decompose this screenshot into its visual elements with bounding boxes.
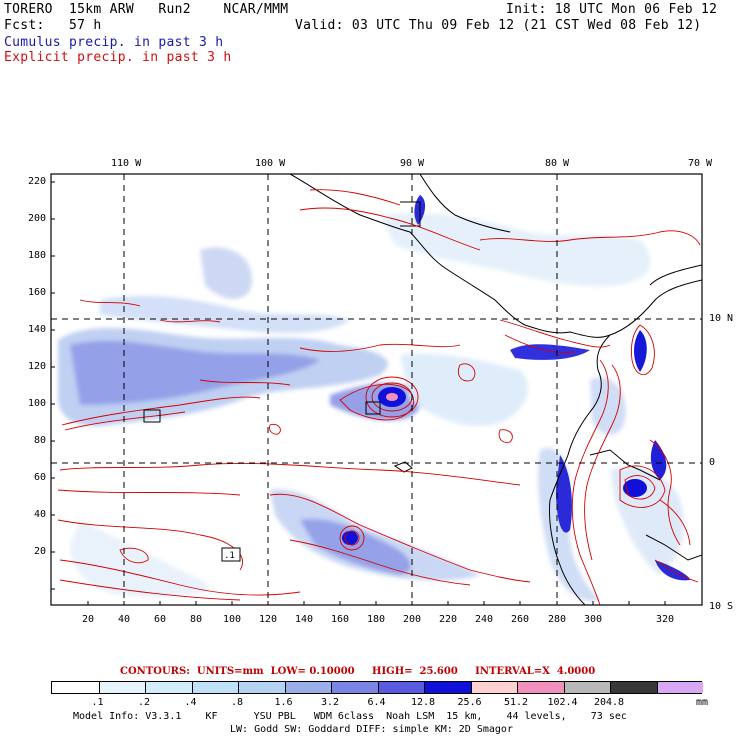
y-tick-label: 180: [28, 250, 47, 261]
run-title: TORERO 15km ARW Run2 NCAR/MMM: [4, 2, 289, 17]
precip-legend: [51, 681, 703, 694]
x-tick-label: 20: [82, 614, 95, 625]
lon-label: 110 W: [111, 158, 142, 169]
legend-swatch: [517, 682, 564, 693]
lat-label: 0: [709, 457, 716, 468]
x-tick-label: 60: [154, 614, 167, 625]
init-time: Init: 18 UTC Mon 06 Feb 12: [506, 2, 718, 17]
station-box: [365, 401, 381, 415]
legend-value: 1.6: [274, 697, 293, 708]
legend-value: .8: [230, 697, 244, 708]
lat-label: 10 N: [709, 313, 734, 324]
legend-value: .4: [184, 697, 197, 708]
y-tick-label: 200: [28, 213, 47, 224]
x-tick-label: 40: [118, 614, 131, 625]
legend-swatch: [52, 682, 99, 693]
lat-label: 10 S: [709, 601, 734, 612]
legend-swatch: [284, 682, 331, 693]
cumulus-precip-field: [58, 213, 684, 601]
physics-info: LW: Godd SW: Goddard DIFF: simple KM: 2D…: [230, 724, 513, 735]
y-tick-label: 160: [28, 287, 47, 298]
legend-value: 12.8: [410, 697, 436, 708]
legend-value: 204.8: [593, 697, 625, 708]
x-tick-label: 220: [439, 614, 458, 625]
y-tick-label: 60: [34, 472, 47, 483]
legend-swatch: [191, 682, 238, 693]
contour-info: CONTOURS: UNITS=mm LOW= 0.10000 HIGH= 25…: [120, 666, 596, 677]
x-tick-label: 240: [475, 614, 494, 625]
legend-value: 3.2: [320, 697, 340, 708]
lon-label: 90 W: [400, 158, 425, 169]
x-tick-label: 280: [548, 614, 567, 625]
axis-ticks: [51, 181, 666, 605]
legend-swatch: [377, 682, 424, 693]
y-tick-label: 80: [34, 435, 47, 446]
x-tick-label: 120: [259, 614, 278, 625]
explicit-precip-label: Explicit precip. in past 3 h: [4, 50, 232, 65]
legend-swatch: [610, 682, 657, 693]
box-label: .1: [224, 551, 235, 561]
x-tick-label: 100: [223, 614, 242, 625]
legend-value: 25.6: [457, 697, 482, 708]
coastline: [289, 174, 702, 605]
x-tick-label: 80: [190, 614, 203, 625]
x-tick-label: 200: [403, 614, 422, 625]
x-tick-label: 180: [367, 614, 386, 625]
legend-swatch: [563, 682, 610, 693]
legend-swatch: [656, 682, 703, 693]
lon-label: 70 W: [688, 158, 713, 169]
lon-label: 80 W: [545, 158, 570, 169]
legend-swatch: [470, 682, 517, 693]
model-info: Model Info: V3.3.1 KF YSU PBL WDM 6class…: [73, 711, 627, 722]
lon-label: 100 W: [255, 158, 286, 169]
legend-unit: mm: [696, 697, 709, 708]
valid-time: Valid: 03 UTC Thu 09 Feb 12 (21 CST Wed …: [295, 18, 702, 33]
legend-value: 51.2: [503, 697, 529, 708]
explicit-precip-contours: [57, 189, 701, 605]
legend-value: .1: [91, 697, 104, 708]
legend-swatch: [145, 682, 192, 693]
x-tick-label: 160: [331, 614, 350, 625]
y-tick-label: 40: [34, 509, 47, 520]
station-box: [143, 409, 161, 423]
legend-value: .2: [137, 697, 151, 708]
x-tick-label: 140: [295, 614, 314, 625]
legend-swatch: [238, 682, 285, 693]
station-box: [221, 547, 241, 562]
y-tick-label: 220: [28, 176, 47, 187]
legend-swatch: [331, 682, 378, 693]
x-tick-label: 260: [511, 614, 530, 625]
legend-value: 102.4: [547, 697, 578, 708]
y-tick-label: 100: [28, 398, 47, 409]
cumulus-precip-label: Cumulus precip. in past 3 h: [4, 35, 224, 50]
legend-swatch: [98, 682, 145, 693]
legend-swatch: [424, 682, 471, 693]
lat-lon-grid: [51, 174, 702, 605]
legend-value: 6.4: [367, 697, 386, 708]
x-tick-label: 300: [584, 614, 603, 625]
y-tick-label: 140: [28, 324, 47, 335]
y-tick-label: 120: [28, 361, 47, 372]
y-tick-label: 20: [34, 546, 47, 557]
x-tick-label: 320: [656, 614, 675, 625]
forecast-hour: Fcst: 57 h: [4, 18, 102, 33]
